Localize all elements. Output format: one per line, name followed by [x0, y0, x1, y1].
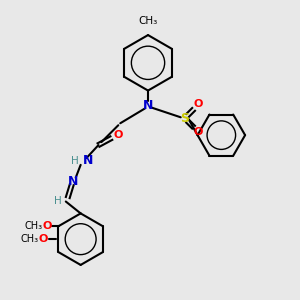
Text: O: O: [39, 234, 48, 244]
Text: H: H: [54, 196, 62, 206]
Text: N: N: [82, 154, 93, 167]
Text: N: N: [68, 175, 78, 188]
Text: H: H: [71, 156, 79, 166]
Text: O: O: [114, 130, 123, 140]
Text: CH₃: CH₃: [24, 221, 43, 231]
Text: O: O: [194, 99, 203, 110]
Text: S: S: [180, 112, 189, 125]
Text: O: O: [42, 221, 51, 231]
Text: O: O: [194, 127, 203, 137]
Text: CH₃: CH₃: [138, 16, 158, 26]
Text: CH₃: CH₃: [21, 234, 39, 244]
Text: N: N: [143, 99, 153, 112]
